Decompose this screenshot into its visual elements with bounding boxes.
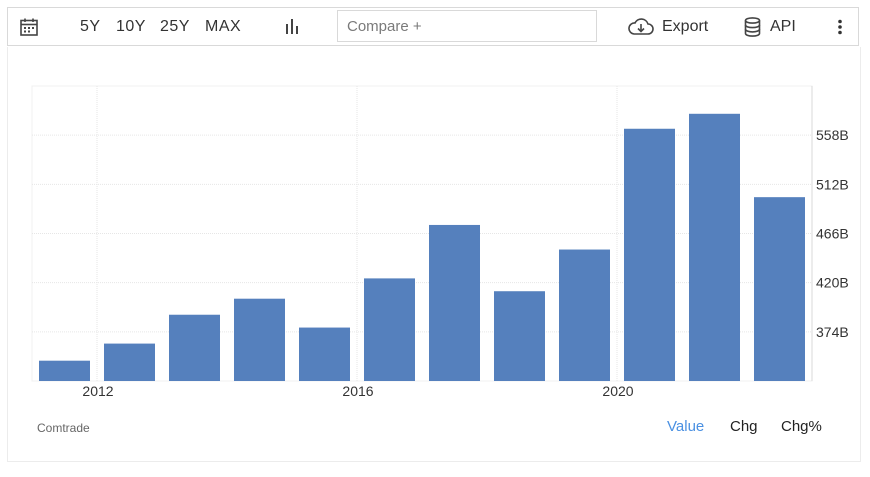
y-tick-label: 558B	[816, 127, 849, 143]
value-mode-button[interactable]: Value	[667, 418, 705, 435]
bar-2015	[299, 327, 350, 381]
chart-card	[7, 47, 861, 462]
cloud-download-icon[interactable]	[628, 18, 654, 41]
x-tick-label: 2012	[82, 383, 113, 399]
range-max-button[interactable]: MAX	[205, 18, 242, 35]
change-mode-button[interactable]: Chg	[730, 418, 758, 435]
compare-input[interactable]	[337, 10, 597, 42]
database-icon[interactable]	[744, 17, 761, 42]
bar-2020	[624, 128, 675, 381]
bar-2017	[429, 224, 480, 381]
bar-2012	[104, 343, 155, 381]
y-tick-label: 512B	[816, 176, 849, 192]
range-5y-button[interactable]: 5Y	[80, 18, 101, 35]
more-vertical-icon[interactable]	[837, 19, 843, 40]
bar-2011	[39, 360, 90, 381]
bar-2014	[234, 298, 285, 381]
bar-2013	[169, 314, 220, 381]
y-tick-label: 466B	[816, 226, 849, 242]
export-button[interactable]: Export	[662, 18, 709, 35]
range-10y-button[interactable]: 10Y	[116, 18, 146, 35]
bar-chart: 374B 420B 466B 512B 558B 2012 2016 2020	[31, 85, 849, 399]
y-tick-label: 374B	[816, 324, 849, 340]
y-tick-label: 420B	[816, 275, 849, 291]
calendar-icon[interactable]	[20, 18, 38, 41]
bar-2022	[754, 197, 805, 381]
data-source-label: Comtrade	[37, 421, 90, 435]
bar-chart-icon[interactable]	[284, 18, 300, 39]
chart-toolbar: 5Y 10Y 25Y MAX Export API	[7, 7, 859, 46]
bar-2016	[364, 278, 415, 381]
x-tick-label: 2020	[602, 383, 633, 399]
api-button[interactable]: API	[770, 18, 796, 35]
range-25y-button[interactable]: 25Y	[160, 18, 190, 35]
bar-2018	[494, 291, 545, 381]
bar-2021	[689, 113, 740, 381]
x-tick-label: 2016	[342, 383, 373, 399]
bar-2019	[559, 249, 610, 381]
change-percent-mode-button[interactable]: Chg%	[781, 418, 822, 435]
